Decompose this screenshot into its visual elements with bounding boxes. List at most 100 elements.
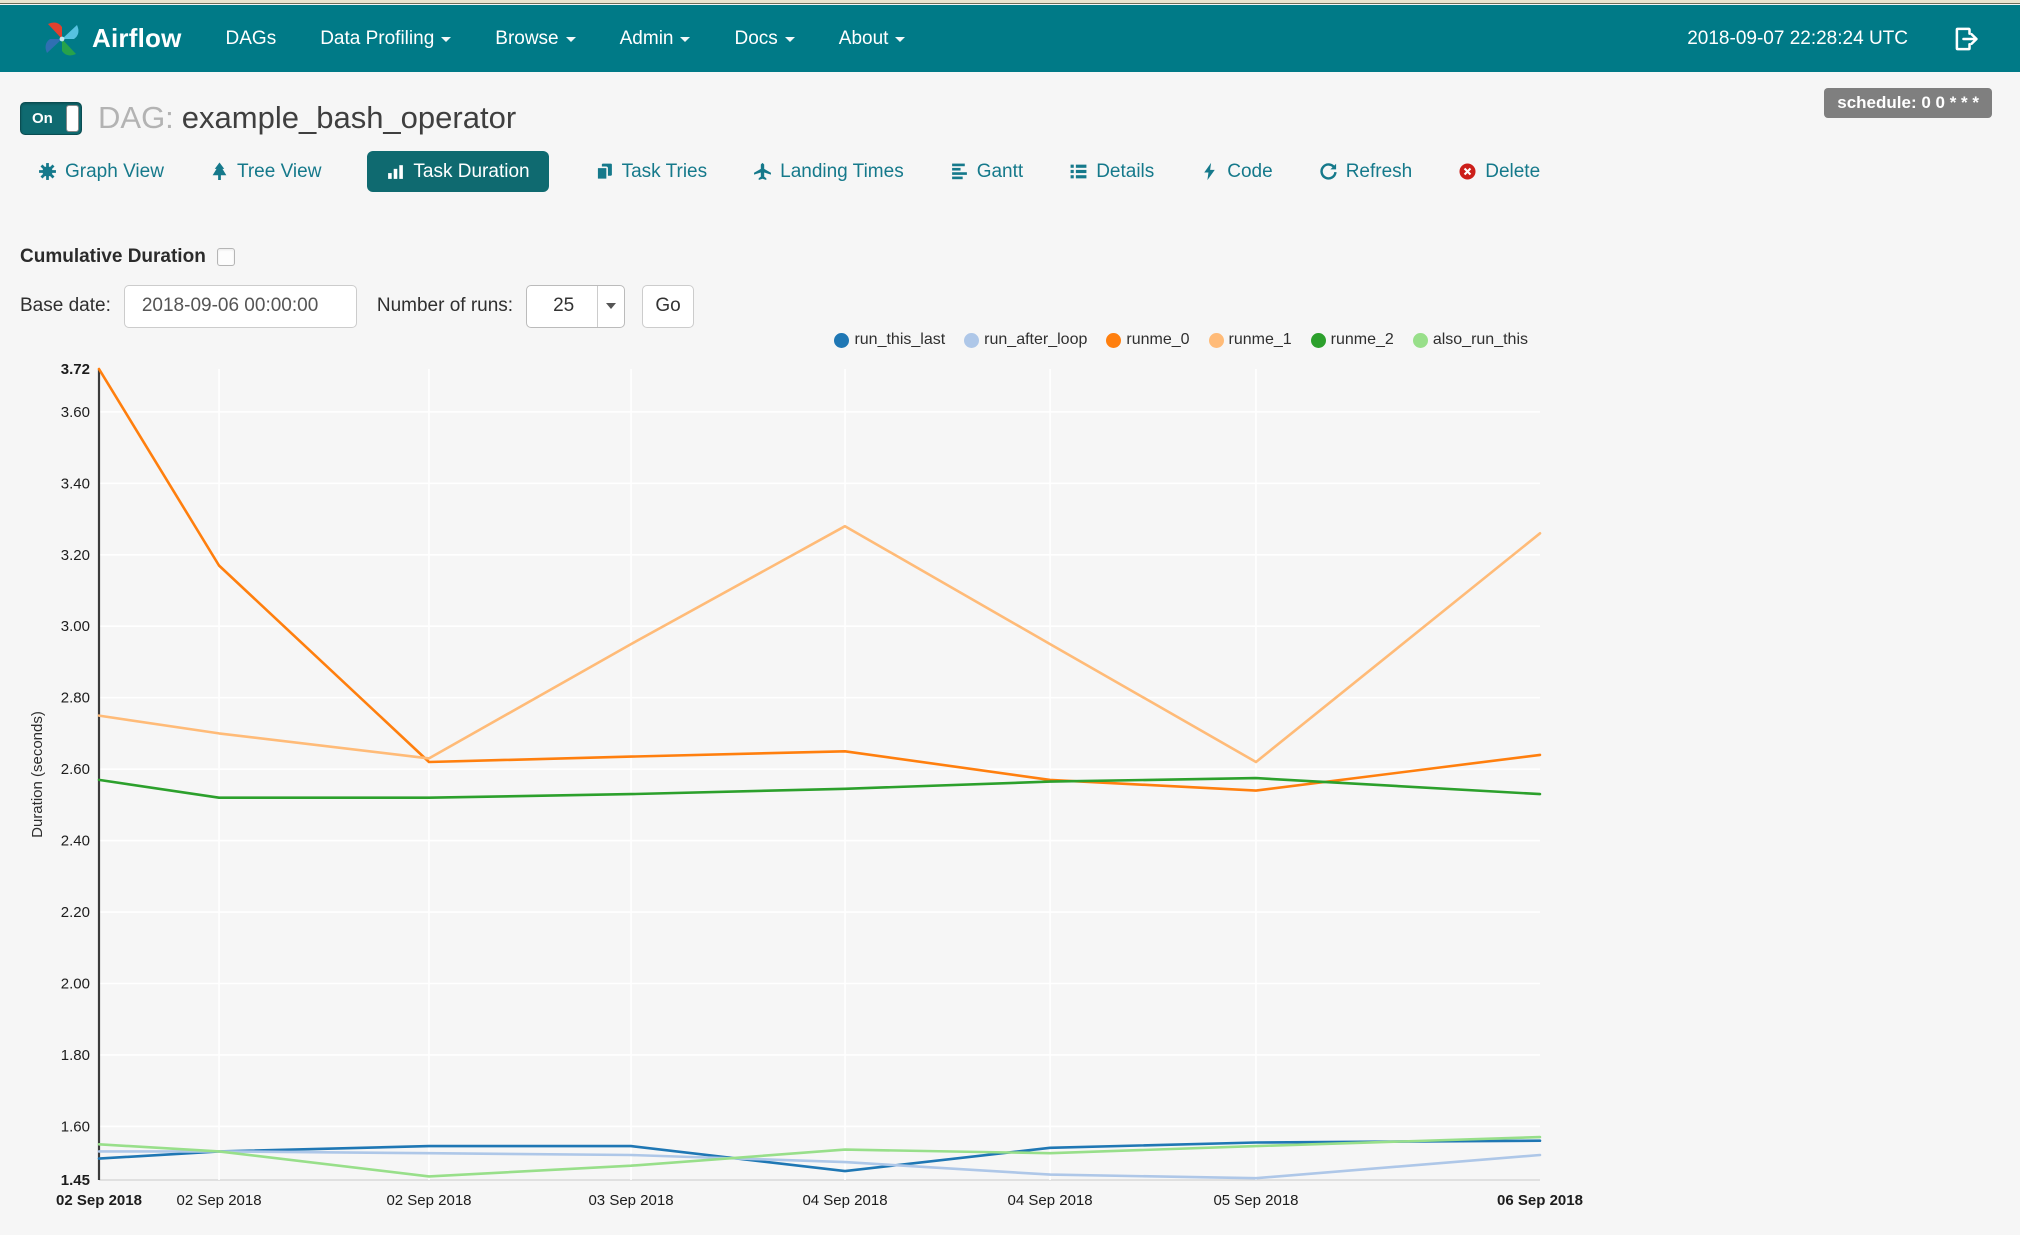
tab-task-tries[interactable]: Task Tries <box>595 160 708 182</box>
navbar-menu: DAGs Data Profiling Browse Admin Docs About <box>226 28 906 50</box>
legend-label: also_run_this <box>1432 331 1528 348</box>
page-title: DAG: example_bash_operator <box>98 100 516 136</box>
legend-item-runme_1[interactable]: runme_1 <box>1208 331 1292 349</box>
tab-delete[interactable]: Delete <box>1458 162 1540 181</box>
tab-label: Task Duration <box>413 160 530 182</box>
y-tick-label: 1.80 <box>61 1047 90 1064</box>
base-date-input[interactable] <box>123 284 357 328</box>
y-tick-label: 3.60 <box>61 404 90 421</box>
legend-item-runme_0[interactable]: runme_0 <box>1106 331 1190 349</box>
tab-label: Landing Times <box>780 160 904 182</box>
nav-item-admin[interactable]: Admin <box>620 28 691 50</box>
y-tick-label: 1.60 <box>61 1118 90 1135</box>
copy-icon <box>595 162 614 181</box>
y-tick-label: 1.45 <box>61 1172 90 1189</box>
tab-graph-view[interactable]: Graph View <box>38 162 164 181</box>
bar-chart-icon <box>386 162 405 181</box>
brand-name: Airflow <box>92 23 182 53</box>
y-tick-label: 2.40 <box>61 833 90 850</box>
nav-item-about[interactable]: About <box>839 28 906 50</box>
num-runs-value: 25 <box>553 295 575 316</box>
dag-name: example_bash_operator <box>181 100 517 135</box>
legend-label: runme_0 <box>1126 331 1190 348</box>
tab-tree-view[interactable]: Tree View <box>210 162 321 181</box>
y-tick-label: 2.60 <box>61 761 90 778</box>
chevron-down-icon <box>680 37 691 42</box>
nav-item-label: Docs <box>734 27 778 49</box>
tab-label: Refresh <box>1345 160 1413 182</box>
tree-icon <box>210 162 229 181</box>
x-tick-label: 04 Sep 2018 <box>802 1192 887 1209</box>
series-line-run_after_loop <box>97 1150 1542 1180</box>
legend-item-also_run_this[interactable]: also_run_this <box>1412 331 1528 349</box>
tab-label: Details <box>1096 160 1155 182</box>
tab-label: Graph View <box>65 160 164 182</box>
legend-dot <box>1106 332 1122 348</box>
y-tick-label: 2.00 <box>61 976 90 993</box>
logout-icon[interactable] <box>1952 25 1980 53</box>
tab-details[interactable]: Details <box>1069 162 1154 181</box>
plane-icon <box>753 162 772 181</box>
y-tick-label: 3.72 <box>61 361 90 378</box>
x-tick-label: 02 Sep 2018 <box>386 1192 471 1209</box>
y-tick-label: 2.80 <box>61 690 90 707</box>
y-tick-label: 3.20 <box>61 547 90 564</box>
schedule-badge: schedule: 0 0 * * * <box>1824 88 1992 118</box>
series-line-also_run_this <box>97 1135 1542 1178</box>
tab-label: Task Tries <box>621 160 708 182</box>
tab-label: Code <box>1227 160 1273 182</box>
nav-item-dags[interactable]: DAGs <box>226 28 277 50</box>
legend-label: runme_1 <box>1228 331 1292 348</box>
x-tick-label: 06 Sep 2018 <box>1497 1192 1583 1209</box>
cumulative-duration-checkbox[interactable] <box>216 248 235 266</box>
nav-item-browse[interactable]: Browse <box>495 28 576 50</box>
x-tick-label: 03 Sep 2018 <box>588 1192 673 1209</box>
x-tick-label: 02 Sep 2018 <box>176 1192 261 1209</box>
num-runs-label: Number of runs: <box>376 295 514 316</box>
legend-label: run_after_loop <box>984 331 1088 348</box>
nav-item-data-profiling[interactable]: Data Profiling <box>320 28 452 50</box>
legend-item-runme_2[interactable]: runme_2 <box>1310 331 1394 349</box>
tab-label: Gantt <box>976 160 1024 182</box>
chevron-down-icon <box>441 37 452 42</box>
go-button[interactable]: Go <box>642 284 695 328</box>
legend-dot <box>964 332 980 348</box>
legend-item-run_after_loop[interactable]: run_after_loop <box>964 331 1087 349</box>
legend-label: run_this_last <box>854 331 946 348</box>
chevron-down-icon <box>784 37 795 42</box>
tab-gantt[interactable]: Gantt <box>950 162 1023 181</box>
select-caret-box <box>597 285 624 327</box>
legend-dot <box>1310 332 1326 348</box>
navbar: Airflow DAGs Data Profiling Browse Admin Doc… <box>0 5 2020 72</box>
tab-task-duration[interactable]: Task Duration <box>367 150 549 192</box>
airflow-brand-link[interactable]: Airflow <box>42 19 182 59</box>
y-tick-label: 2.20 <box>61 904 90 921</box>
chart-legend: run_this_last run_after_loop runme_0 runme_… <box>0 331 1528 349</box>
window-chrome-strip <box>0 0 2020 4</box>
y-axis-title: Duration (seconds) <box>29 711 46 838</box>
view-tabs: Graph View Tree View Task Duration Task Tri… <box>38 148 1540 194</box>
cumulative-duration-label: Cumulative Duration <box>20 246 206 267</box>
tab-landing-times[interactable]: Landing Times <box>753 162 904 181</box>
x-tick-label: 04 Sep 2018 <box>1008 1192 1093 1209</box>
nav-item-label: About <box>838 27 889 49</box>
tab-refresh[interactable]: Refresh <box>1319 160 1413 182</box>
series-line-runme_0 <box>97 367 1542 792</box>
tab-code[interactable]: Code <box>1200 160 1273 182</box>
y-tick-label: 3.40 <box>61 475 90 492</box>
nav-item-docs[interactable]: Docs <box>734 27 795 50</box>
burst-icon <box>38 162 57 181</box>
nav-item-label: Admin <box>619 27 674 49</box>
legend-item-run_this_last[interactable]: run_this_last <box>834 331 945 349</box>
series-line-runme_1 <box>97 524 1542 764</box>
dag-pause-toggle[interactable]: On <box>20 101 82 135</box>
legend-dot <box>1208 332 1224 348</box>
list-icon <box>1069 162 1088 181</box>
base-date-label: Base date: <box>20 295 111 316</box>
utc-clock: 2018-09-07 22:28:24 UTC <box>1687 27 1908 49</box>
align-left-icon <box>950 162 969 181</box>
tab-label: Tree View <box>236 160 322 182</box>
num-runs-select[interactable]: 25 <box>526 284 626 328</box>
delete-icon <box>1458 162 1477 181</box>
refresh-icon <box>1319 162 1338 181</box>
